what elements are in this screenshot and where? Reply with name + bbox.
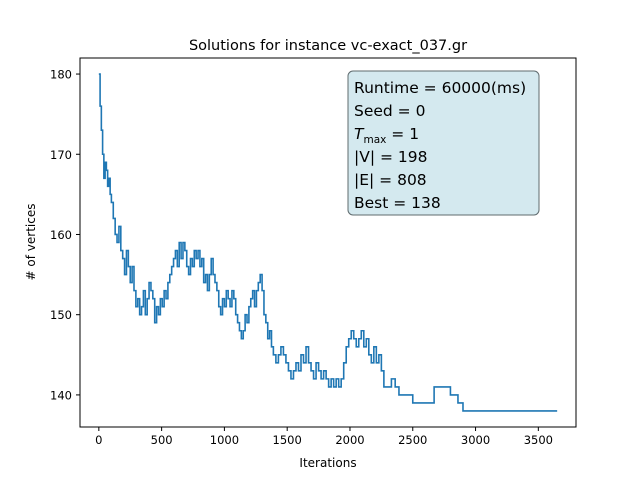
x-tick-label: 2000 [335,433,364,447]
axis-ticks: 0 500 1000 1500 2000 2500 3000 3500 140 150 160 170… [50,68,553,447]
y-tick-label: 140 [50,388,72,402]
x-tick-label: 1500 [273,433,302,447]
annotation-box [347,70,540,216]
x-axis-label: Iterations [299,456,356,470]
y-tick-label: 160 [50,228,72,242]
annotation-line: Tmax = 1 [354,125,419,146]
x-tick-label: 0 [95,433,102,447]
y-tick-label: 180 [50,68,72,82]
annotation-line: |V| = 198 [354,148,427,166]
x-tick-label: 3500 [524,433,553,447]
y-tick-label: 150 [50,308,72,322]
x-tick-label: 3000 [461,433,490,447]
axes-frame [79,57,577,428]
x-tick-label: 1000 [210,433,239,447]
series-line-0 [98,73,558,412]
y-tick-label: 170 [50,148,72,162]
annotation-line: Runtime = 60000(ms) [354,79,526,97]
series-layer [98,73,558,412]
annotation-line: Seed = 0 [354,102,425,120]
annotation-subscript: max [363,134,386,146]
annotation-line: Best = 138 [354,194,441,212]
x-tick-label: 2500 [398,433,427,447]
x-tick-label: 500 [151,433,173,447]
stats-annotation: Runtime = 60000(ms) Seed = 0 Tmax = 1 |V| =… [347,70,540,216]
annotation-symbol: T [354,125,365,143]
chart-title: Solutions for instance vc-exact_037.gr [189,38,467,54]
annotation-value: = 1 [386,125,419,143]
y-axis-label: # of vertices [24,204,38,281]
annotation-line: |E| = 808 [354,171,427,189]
